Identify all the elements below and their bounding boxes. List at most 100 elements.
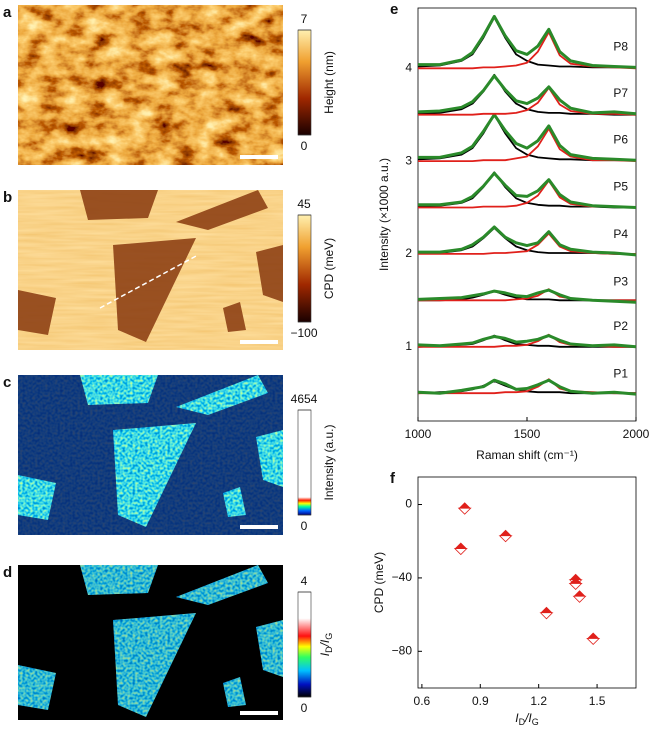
x-axis-label-part: I <box>515 711 519 725</box>
series-label: P4 <box>613 227 628 241</box>
image-panels <box>18 5 283 720</box>
point <box>498 529 513 543</box>
x-tick-label: 0.6 <box>414 694 431 708</box>
height-map <box>18 5 283 165</box>
colorbar-title-part: I <box>318 652 332 656</box>
ratio-map <box>18 565 283 720</box>
x-axis-label-part: /I <box>524 711 532 725</box>
spectrum <box>418 113 637 162</box>
fit-curve <box>418 31 637 70</box>
panel-label: e <box>390 1 398 18</box>
y-tick-label: −80 <box>392 643 413 657</box>
colorbar <box>297 29 312 136</box>
raman-intensity-map <box>18 375 283 535</box>
point-top <box>499 529 512 536</box>
colorbar-title: Intensity (a.u.) <box>322 424 336 500</box>
x-tick-label: 1000 <box>405 427 432 441</box>
series-label: P2 <box>613 319 628 333</box>
series-label: P6 <box>613 132 628 146</box>
series-label: P8 <box>613 40 628 54</box>
point <box>568 577 583 590</box>
y-axis-label: Intensity (×1000 a.u.) <box>377 158 391 271</box>
panel-label: c <box>3 374 11 391</box>
y-axis-label: CPD (meV) <box>372 552 386 613</box>
colorbar-tick-label: 7 <box>301 12 308 26</box>
point-bottom <box>572 595 587 603</box>
y-tick-label: 1 <box>405 339 412 353</box>
panel-label: f <box>390 470 396 487</box>
colorbar <box>297 214 312 323</box>
series-label: P1 <box>613 366 628 380</box>
spectrum <box>418 171 637 209</box>
point <box>457 502 472 515</box>
y-tick-label: 3 <box>405 153 412 167</box>
y-tick-label: 2 <box>405 246 412 260</box>
cpd-map <box>18 190 283 350</box>
colorbar-tick-label: 0 <box>301 701 308 715</box>
fit-curve <box>417 16 636 69</box>
colorbar-tick-label: 4 <box>301 574 308 588</box>
point <box>572 590 587 603</box>
fit-curve <box>417 73 636 116</box>
colorbar-tick-label: 0 <box>301 139 308 153</box>
plot-frame <box>417 476 637 689</box>
series-label: P3 <box>613 274 628 288</box>
colorbar-title-part: G <box>324 633 334 640</box>
x-tick-label: 1.5 <box>589 694 606 708</box>
panel-label: b <box>3 189 12 206</box>
panel-label: a <box>3 4 12 21</box>
point <box>586 632 601 646</box>
x-axis-label: ID/IG <box>515 711 539 727</box>
spectrum <box>417 74 637 116</box>
colorbar-title-part: /I <box>318 639 332 647</box>
fit-curve <box>418 127 637 162</box>
colorbar-tick-label: 0 <box>301 519 308 533</box>
point-top <box>569 573 582 580</box>
colorbar-tick-label: −100 <box>290 326 317 340</box>
series-label: P7 <box>613 86 628 100</box>
x-axis-label-part: D <box>519 717 526 727</box>
spectrum <box>417 378 637 396</box>
x-axis-label: Raman shift (cm⁻¹) <box>476 448 578 462</box>
spectrum <box>418 225 637 257</box>
spectrum <box>417 288 637 304</box>
x-tick-label: 0.9 <box>472 694 489 708</box>
x-tick-label: 2000 <box>623 427 650 441</box>
point-top <box>458 502 471 509</box>
series-label: P5 <box>613 180 628 194</box>
fit-curve <box>418 86 637 116</box>
point-bottom <box>539 612 554 620</box>
point-bottom <box>457 507 472 515</box>
spectrum <box>417 334 637 349</box>
fit-curve <box>417 113 636 162</box>
point-bottom <box>568 583 583 590</box>
colorbar <box>297 409 312 516</box>
point <box>453 542 468 556</box>
point-top <box>573 590 586 597</box>
colorbar <box>297 591 312 698</box>
x-tick-label: 1.2 <box>530 694 547 708</box>
point-top <box>569 577 582 584</box>
point-top <box>454 542 467 549</box>
point-top <box>587 632 600 639</box>
point-bottom <box>453 548 468 556</box>
point-bottom <box>586 638 601 646</box>
colorbar-title: Height (nm) <box>322 51 336 114</box>
colorbar-title: ID/IG <box>318 633 334 657</box>
x-axis-label-part: G <box>532 717 539 727</box>
colorbar-tick-label: 4654 <box>291 392 318 406</box>
x-tick-label: 1500 <box>514 427 541 441</box>
point-top <box>540 606 553 613</box>
plot-frame <box>417 7 637 422</box>
y-tick-label: −40 <box>392 570 413 584</box>
point-bottom <box>498 535 513 543</box>
colorbar-tick-label: 45 <box>297 197 311 211</box>
y-tick-label: 0 <box>405 497 412 511</box>
point <box>539 606 554 620</box>
y-tick-label: 4 <box>405 60 412 74</box>
panel-label: d <box>3 564 12 581</box>
colorbar-title-part: D <box>324 646 334 653</box>
colorbar-title: CPD (meV) <box>322 238 336 299</box>
spectrum <box>418 14 637 69</box>
